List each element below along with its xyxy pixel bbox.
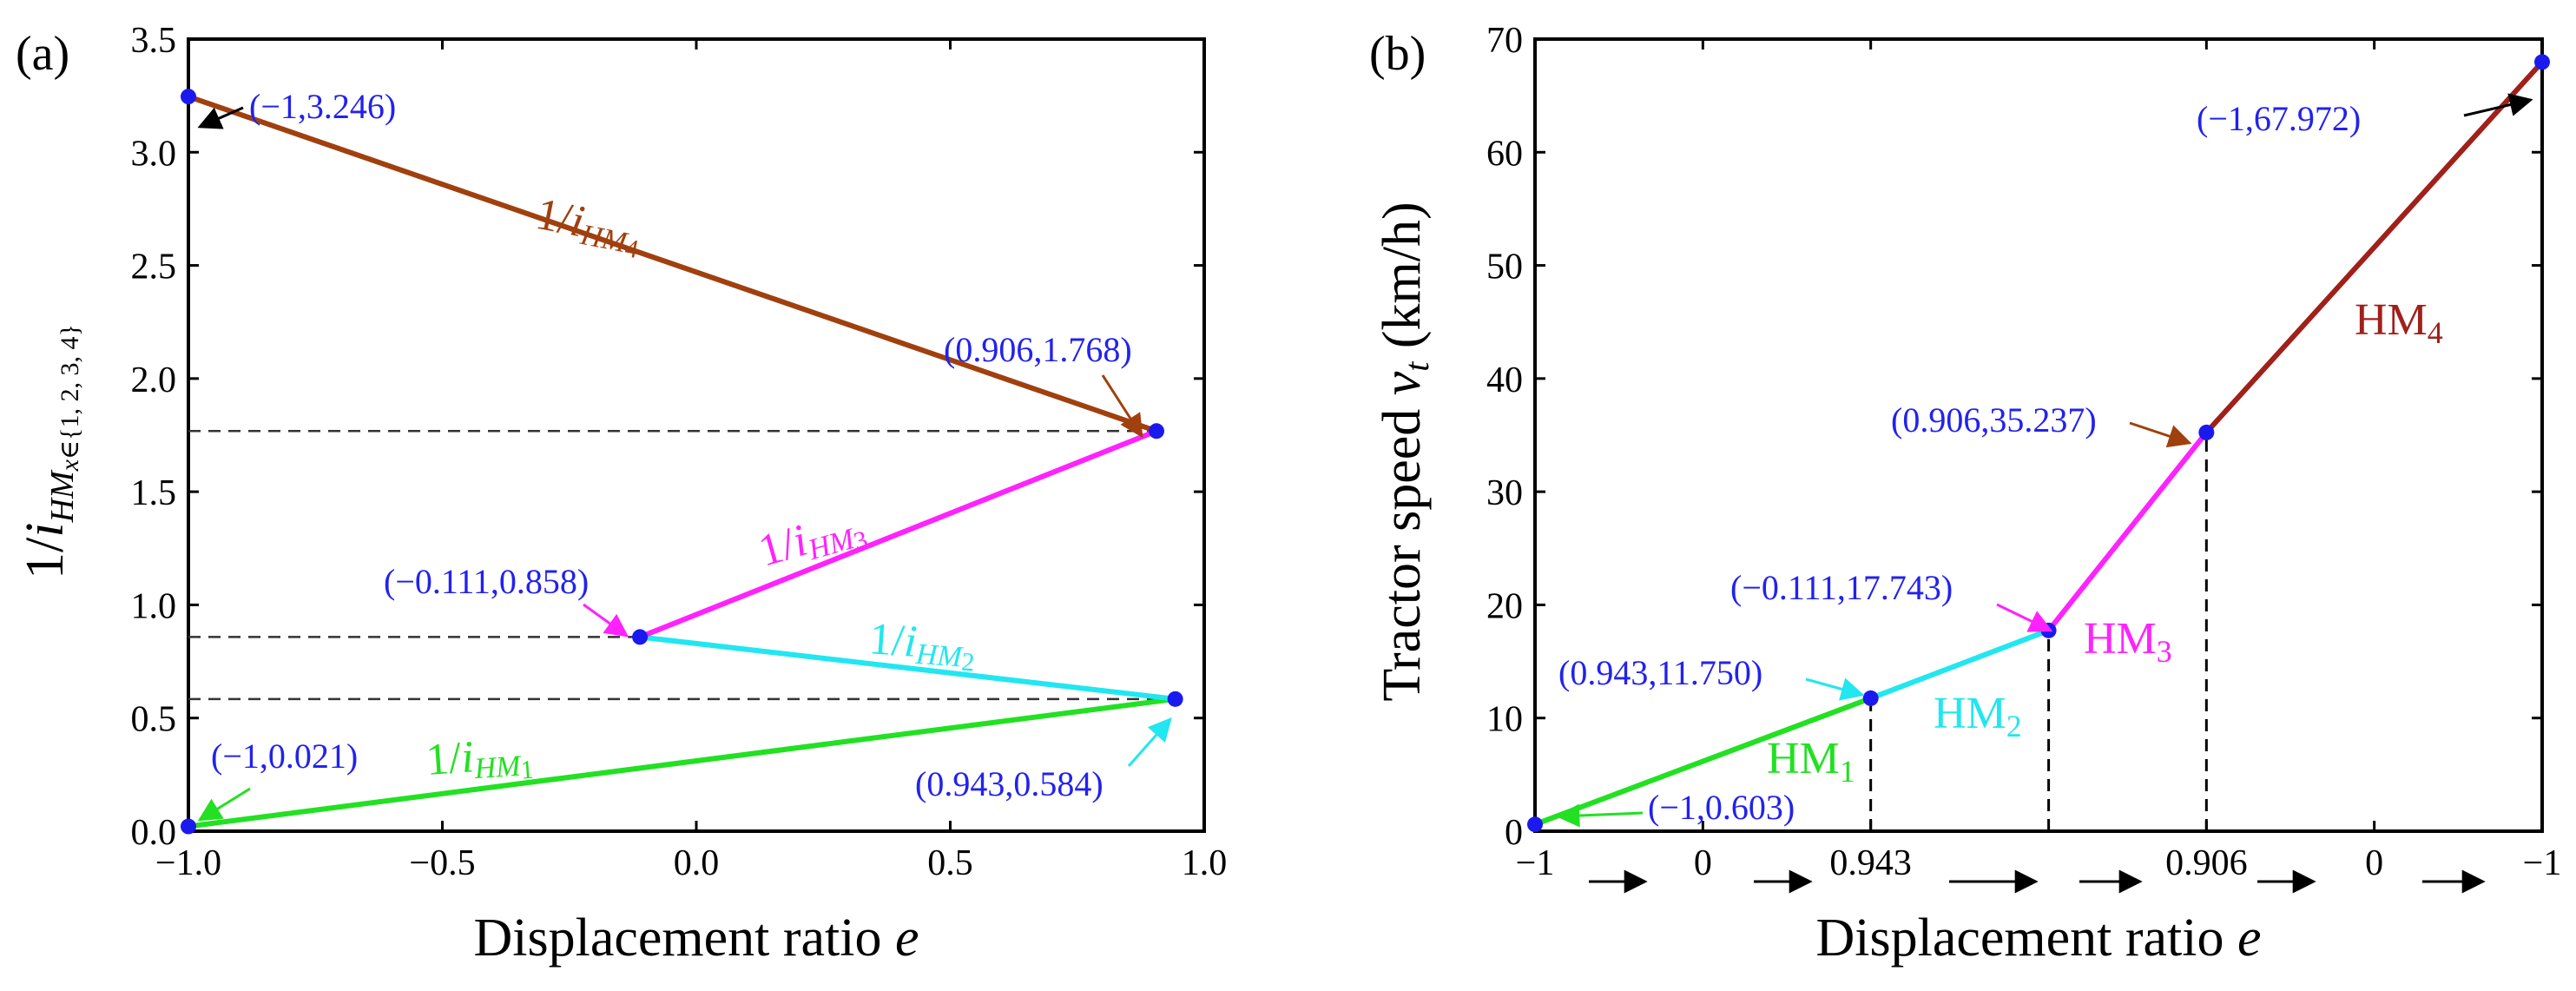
annotation-point-b3: (−0.111,17.743) <box>1730 568 1953 607</box>
y-tick-label-b-1: 10 <box>1486 700 1523 740</box>
series-line-a-1/iHM1 <box>186 696 1178 829</box>
x-tick-label-b-3: 0.906 <box>2165 843 2248 883</box>
series-line-a-1/iHM2 <box>637 634 1178 702</box>
series-label-hm1-b: HM1 <box>1767 734 1855 789</box>
y-tick-label-b-4: 40 <box>1486 360 1523 400</box>
y-tick-label-a-6: 3.0 <box>131 134 177 174</box>
x-tick-label-b-5: −1 <box>2523 843 2562 883</box>
annotations-a: (−1,3.246) (0.906,1.768) (−0.111,0.858) … <box>197 87 1172 822</box>
y-tick-label-a-4: 2.0 <box>131 360 177 400</box>
arrow-point-b1 <box>1556 803 1644 828</box>
y-tick-label-b-3: 30 <box>1486 473 1523 513</box>
series-line-b-HM2 <box>1868 627 2052 701</box>
arrow-point-a2 <box>1127 717 1172 767</box>
y-tick-label-a-5: 2.5 <box>131 248 177 287</box>
y-tick-label-a-1: 0.5 <box>131 700 177 740</box>
x-tick-label-b-4: 0 <box>2365 843 2383 883</box>
series-label-hm2-a: 1/iHM2 <box>867 614 978 677</box>
axis-ticks-a: 0.0 0.5 1.0 1.5 2.0 2.5 3.0 3.5 −1.0 −0.5 0.0 0.5 1.… <box>131 21 1228 883</box>
data-point-a-4 <box>181 89 196 105</box>
arrow-point-b2 <box>1805 677 1865 701</box>
annotations-b: (−1,67.972) (0.906,35.237) (−0.111,17.74… <box>1556 93 2533 828</box>
annotation-point-b1: (−1,0.603) <box>1648 788 1795 827</box>
y-tick-label-b-6: 60 <box>1486 134 1523 174</box>
series-line-a-1/iHM3 <box>637 428 1160 640</box>
series-label-hm2-b: HM2 <box>1934 689 2022 743</box>
series-line-b-HM4 <box>2204 59 2545 435</box>
x-tick-label-b-1: 0 <box>1694 843 1712 883</box>
x-tick-label-b-2: 0.943 <box>1829 843 1912 883</box>
annotation-point-b2: (0.943,11.750) <box>1558 653 1762 692</box>
y-tick-label-a-7: 3.5 <box>131 21 177 61</box>
x-axis-label-a: Displacement ratio e <box>473 908 919 968</box>
y-tick-label-b-7: 70 <box>1486 21 1523 61</box>
series-a <box>186 94 1178 829</box>
plot-frame-b <box>1533 37 2544 833</box>
data-point-a-3 <box>1149 423 1165 439</box>
y-tick-label-b-2: 20 <box>1486 586 1523 626</box>
reference-lines-b <box>1869 432 2208 831</box>
annotation-point-a4: (0.906,1.768) <box>944 330 1132 369</box>
arrow-point-a5 <box>197 106 244 129</box>
annotation-point-a1: (−1,0.021) <box>211 737 358 776</box>
data-point-a-1 <box>1167 690 1183 707</box>
arrow-point-b4 <box>2129 421 2192 448</box>
arrow-point-b5 <box>2463 93 2533 117</box>
y-tick-label-a-3: 1.5 <box>131 473 177 513</box>
series-line-b-HM3 <box>2046 429 2210 633</box>
annotation-point-b4: (0.906,35.237) <box>1891 400 2097 439</box>
y-axis-label-b: Tractor speed vt (km/h) <box>1373 202 1436 701</box>
x-tick-label-a-1: −0.5 <box>409 843 475 883</box>
series-label-hm3-b: HM3 <box>2084 614 2172 669</box>
data-point-b-0 <box>1527 816 1543 833</box>
series-b <box>1532 59 2545 828</box>
points-b <box>1527 54 2550 833</box>
series-label-hm4-b: HM4 <box>2355 295 2443 350</box>
chart-a: (a) 0.00.51.01.52.02.53.03.5−1.0 −0.5 0.0 0… <box>16 21 1227 968</box>
reference-lines-a <box>188 430 1176 701</box>
x-axis-label-b: Displacement ratio e <box>1815 908 2261 968</box>
series-line-b-HM1 <box>1532 695 1874 828</box>
annotation-point-a2: (0.943,0.584) <box>915 764 1104 803</box>
data-point-b-3 <box>2198 424 2215 440</box>
data-point-b-1 <box>1862 690 1879 706</box>
x-tick-label-a-4: 1.0 <box>1182 843 1228 883</box>
data-point-a-0 <box>181 818 196 835</box>
y-tick-label-b-5: 50 <box>1486 248 1523 287</box>
annotation-point-a3: (−0.111,0.858) <box>384 562 589 601</box>
x-tick-label-a-2: 0.0 <box>674 843 720 883</box>
panel-label-b: (b) <box>1369 27 1426 81</box>
series-line-a-1/iHM4 <box>186 94 1160 434</box>
arrow-point-a3 <box>583 603 629 638</box>
data-point-b-4 <box>2534 54 2550 70</box>
arrow-point-b3 <box>1996 603 2053 632</box>
y-tick-label-a-2: 1.0 <box>131 586 177 626</box>
arrow-point-a1 <box>197 787 251 822</box>
y-tick-label-b-0: 0 <box>1505 813 1523 853</box>
x-tick-label-b-0: −1 <box>1516 843 1555 883</box>
points-a <box>181 89 1183 835</box>
annotation-point-b5: (−1,67.972) <box>2197 99 2361 138</box>
data-point-a-2 <box>632 629 649 645</box>
y-tick-label-a-0: 0.0 <box>131 813 177 853</box>
series-label-hm4-a: 1/iHM4 <box>530 189 646 264</box>
y-axis-label-a: 1/iHMx∈{1, 2, 3, 4} <box>16 324 84 579</box>
panel-label-a: (a) <box>16 27 69 81</box>
annotation-point-a5: (−1,3.246) <box>249 87 396 126</box>
arrow-point-a4 <box>1101 374 1143 439</box>
x-tick-label-a-0: −1.0 <box>155 843 221 883</box>
series-label-hm1-a: 1/iHM1 <box>425 729 535 791</box>
x-tick-label-a-3: 0.5 <box>927 843 973 883</box>
